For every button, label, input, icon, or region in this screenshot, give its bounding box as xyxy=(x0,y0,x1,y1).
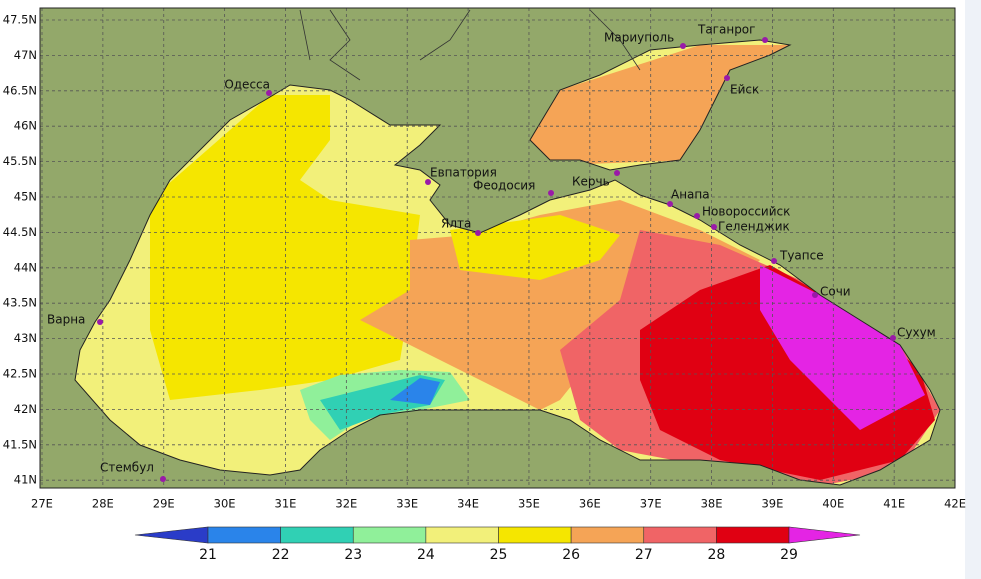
colorbar-label: 23 xyxy=(344,547,362,563)
lat-label: 41N xyxy=(14,473,37,487)
lat-label: 43N xyxy=(14,331,37,345)
colorbar-segment xyxy=(207,526,281,544)
lat-label: 43.5N xyxy=(3,296,37,310)
colorbar-segment xyxy=(498,526,572,544)
city-labels: Одесса Мариуполь Таганрог Ейск Евпатория… xyxy=(47,23,936,475)
lat-label: 46N xyxy=(14,119,37,133)
lat-label: 42N xyxy=(14,402,37,416)
lon-label: 29E xyxy=(153,497,175,511)
colorbar-label: 22 xyxy=(272,547,290,563)
city-label: Сочи xyxy=(820,285,851,299)
city-label: Геленджик xyxy=(718,220,790,234)
map-area xyxy=(39,7,956,489)
city-label: Керчь xyxy=(572,175,610,189)
colorbar-segment xyxy=(716,526,790,544)
lat-label: 45.5N xyxy=(3,154,37,168)
city-label: Таганрог xyxy=(697,23,755,37)
lon-label: 37E xyxy=(640,497,662,511)
lon-label: 36E xyxy=(579,497,601,511)
lat-label: 42.5N xyxy=(3,367,37,381)
lon-label: 39E xyxy=(761,497,783,511)
city-label: Варна xyxy=(47,313,85,327)
city-label: Туапсе xyxy=(779,249,824,263)
city-label: Евпатория xyxy=(430,166,497,180)
lon-label: 33E xyxy=(396,497,418,511)
colorbar-segment xyxy=(425,526,499,544)
colorbar-label: 29 xyxy=(780,547,798,563)
lat-label: 44.5N xyxy=(3,225,37,239)
lon-label: 40E xyxy=(822,497,844,511)
rivers xyxy=(299,9,641,81)
city-label: Стембул xyxy=(100,461,154,475)
lon-label: 35E xyxy=(518,497,540,511)
lon-label: 28E xyxy=(92,497,114,511)
colorbar-segment xyxy=(352,526,427,544)
lon-label: 31E xyxy=(275,497,297,511)
colorbar-label: 21 xyxy=(199,547,217,563)
lon-label: 41E xyxy=(883,497,905,511)
colorbar-arrow xyxy=(788,526,861,544)
city-label: Сухум xyxy=(897,326,936,340)
colorbar-label: 24 xyxy=(417,547,435,563)
lat-label: 46.5N xyxy=(3,83,37,97)
colorbar-segment xyxy=(643,526,717,544)
city-label: Анапа xyxy=(671,188,710,202)
colorbar-label: 25 xyxy=(490,547,508,563)
lat-label: 44N xyxy=(14,260,37,274)
colorbar-label: 28 xyxy=(707,547,725,563)
cities xyxy=(97,37,896,482)
colorbar: 21 22 23 24 25 26 27 28 29 xyxy=(134,526,861,563)
city-label: Ялта xyxy=(441,217,471,231)
lon-label: 27E xyxy=(31,497,53,511)
lon-label: 32E xyxy=(335,497,357,511)
lon-label: 38E xyxy=(701,497,723,511)
city-label: Новороссийск xyxy=(702,205,790,219)
lat-label: 41.5N xyxy=(3,437,37,451)
colorbar-segment xyxy=(280,526,354,544)
lat-label: 45N xyxy=(14,190,37,204)
colorbar-label: 26 xyxy=(562,547,580,563)
city-label: Феодосия xyxy=(473,179,535,193)
city-label: Одесса xyxy=(224,78,270,92)
colorbar-label: 27 xyxy=(635,547,653,563)
lon-label: 34E xyxy=(457,497,479,511)
lat-label: 47N xyxy=(14,48,37,62)
lon-label: 30E xyxy=(214,497,236,511)
frame xyxy=(39,7,956,489)
city-label: Ейск xyxy=(730,83,759,97)
lon-label: 42E xyxy=(944,497,966,511)
lat-label: 47.5N xyxy=(3,13,37,27)
colorbar-segment xyxy=(570,526,645,544)
city-label: Мариуполь xyxy=(604,31,674,45)
